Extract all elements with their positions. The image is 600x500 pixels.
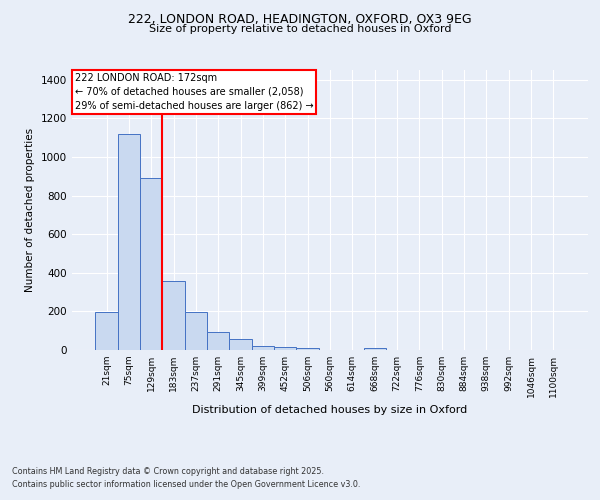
- Bar: [95, 312, 118, 350]
- Text: Size of property relative to detached houses in Oxford: Size of property relative to detached ho…: [149, 24, 451, 34]
- Bar: [118, 134, 140, 350]
- Bar: [140, 178, 163, 350]
- Y-axis label: Number of detached properties: Number of detached properties: [25, 128, 35, 292]
- Bar: [364, 348, 386, 350]
- Bar: [163, 282, 185, 350]
- Bar: [296, 348, 319, 350]
- Text: Contains HM Land Registry data © Crown copyright and database right 2025.: Contains HM Land Registry data © Crown c…: [12, 467, 324, 476]
- Text: 222, LONDON ROAD, HEADINGTON, OXFORD, OX3 9EG: 222, LONDON ROAD, HEADINGTON, OXFORD, OX…: [128, 12, 472, 26]
- Bar: [207, 332, 229, 350]
- Bar: [274, 346, 296, 350]
- Text: 222 LONDON ROAD: 172sqm
← 70% of detached houses are smaller (2,058)
29% of semi: 222 LONDON ROAD: 172sqm ← 70% of detache…: [74, 73, 313, 111]
- X-axis label: Distribution of detached houses by size in Oxford: Distribution of detached houses by size …: [193, 406, 467, 415]
- Text: Contains public sector information licensed under the Open Government Licence v3: Contains public sector information licen…: [12, 480, 361, 489]
- Bar: [185, 312, 207, 350]
- Bar: [229, 339, 252, 350]
- Bar: [252, 346, 274, 350]
